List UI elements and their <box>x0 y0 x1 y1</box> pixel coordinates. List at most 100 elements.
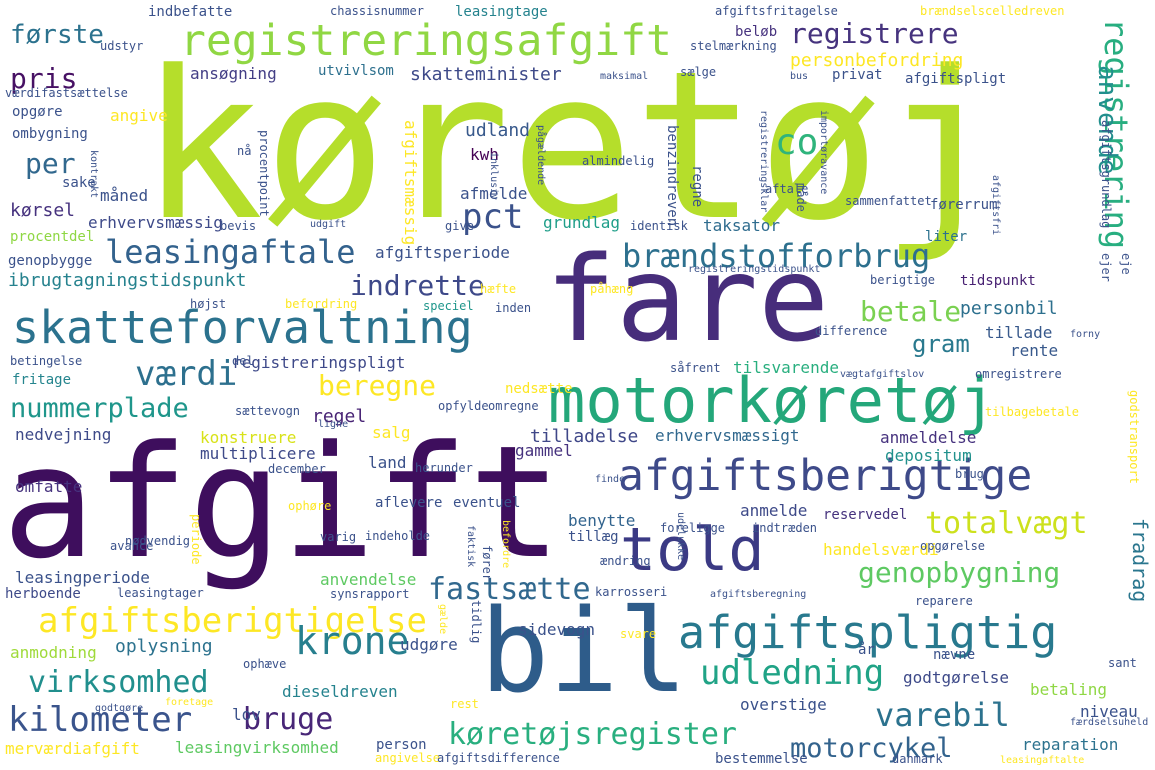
cloud-word: tilsvarende <box>733 358 839 377</box>
cloud-word: difference <box>815 324 888 338</box>
cloud-word: aflevere <box>375 495 443 511</box>
cloud-word: motorcykel <box>790 733 953 764</box>
cloud-word: fradrag <box>1128 518 1152 603</box>
cloud-word: danmark <box>892 752 943 766</box>
cloud-word: tidspunkt <box>960 273 1036 289</box>
cloud-word: afgiftsberigtigelse <box>38 601 427 641</box>
cloud-word: højst <box>190 297 227 311</box>
cloud-word: befordring <box>285 297 358 311</box>
cloud-word: udgøre <box>400 635 458 654</box>
cloud-word: leasingtage <box>455 4 548 20</box>
cloud-word: registreringstidspunkt <box>688 264 821 275</box>
cloud-word: godtgørelse <box>903 668 1009 687</box>
cloud-word: udelukke <box>675 512 686 561</box>
cloud-word: eventuel <box>453 495 521 511</box>
cloud-word: periode <box>189 514 203 565</box>
cloud-word: december <box>268 462 326 476</box>
cloud-word: gammel <box>515 441 573 460</box>
cloud-word: identisk <box>630 219 688 233</box>
cloud-word: ophæve <box>243 657 287 671</box>
cloud-word: afgiftsfri <box>990 175 1001 236</box>
cloud-word: land <box>368 453 407 472</box>
cloud-word: pågældende <box>535 125 546 186</box>
cloud-word: give <box>445 219 474 233</box>
cloud-word: opfylde <box>438 399 489 413</box>
cloud-word: tilladelse <box>530 426 639 447</box>
cloud-word: konstruere <box>200 428 297 447</box>
cloud-word: indeholde <box>365 529 431 543</box>
cloud-word: indrette <box>350 269 485 302</box>
cloud-word: ophøre <box>288 499 332 513</box>
cloud-word: salg <box>372 423 411 442</box>
cloud-word: chassisnummer <box>330 4 424 18</box>
cloud-word: niveau <box>1080 702 1138 721</box>
cloud-word: nedvejning <box>15 425 112 444</box>
cloud-word: tilbagebetale <box>985 405 1079 419</box>
cloud-word: udledning <box>700 653 885 693</box>
cloud-word: køretøj <box>140 28 1004 266</box>
cloud-word: per <box>25 147 76 180</box>
cloud-word: registreringsafgift <box>180 16 672 66</box>
cloud-word: ombygning <box>12 126 88 142</box>
cloud-word: leasingperiode <box>15 568 150 587</box>
cloud-word: lov <box>232 705 261 724</box>
cloud-word: afgiftsperiode <box>375 243 510 262</box>
cloud-word: foreligge <box>660 521 726 535</box>
cloud-word: ligne <box>318 419 349 430</box>
cloud-word: eje <box>1119 253 1133 275</box>
cloud-word: totalvægt <box>925 506 1088 541</box>
cloud-word: værdi <box>135 354 238 394</box>
cloud-word: afgiftsberegning <box>710 589 807 600</box>
cloud-word: angive <box>110 106 168 125</box>
cloud-word: afgiftspligt <box>905 71 1007 87</box>
cloud-word: pris <box>10 62 78 95</box>
cloud-word: opgøre <box>12 104 63 120</box>
cloud-word: første <box>10 20 104 50</box>
cloud-word: betale <box>860 295 962 328</box>
cloud-word: køretøjsregister <box>448 717 737 752</box>
cloud-word: speciel <box>423 299 474 313</box>
cloud-word: overstige <box>740 695 827 714</box>
cloud-word: reparere <box>915 594 973 608</box>
cloud-word: utvivlsom <box>318 63 394 79</box>
cloud-word: handelsværdi <box>823 540 939 559</box>
cloud-word: afgift <box>2 412 562 593</box>
cloud-word: beregne <box>318 369 437 402</box>
cloud-word: rente <box>1010 341 1059 360</box>
cloud-word: leasingtager <box>117 586 204 600</box>
cloud-word: benzindreven <box>664 125 680 227</box>
cloud-word: omfatte <box>15 477 83 496</box>
cloud-word: anmelde <box>740 501 808 520</box>
cloud-word: brændselscelledreven <box>920 4 1065 18</box>
cloud-word: nødvendig <box>125 534 191 548</box>
cloud-word: bruge <box>243 702 334 737</box>
cloud-word: måned <box>100 186 149 205</box>
cloud-word: sælge <box>680 65 717 79</box>
cloud-word: grundlag <box>543 213 621 232</box>
cloud-word: taksator <box>703 216 781 235</box>
cloud-word: anvendelse <box>320 570 417 589</box>
cloud-word: sake <box>62 175 96 191</box>
cloud-word: liter <box>925 229 968 245</box>
cloud-word: krone <box>295 619 410 663</box>
cloud-word: nævne <box>933 647 976 663</box>
cloud-word: befordre <box>500 520 511 569</box>
cloud-word: indtræden <box>752 521 818 535</box>
cloud-word: brug <box>955 467 984 481</box>
cloud-word: herboende <box>5 586 81 602</box>
cloud-word: udgift <box>310 219 347 230</box>
cloud-word: benytte <box>568 511 636 530</box>
cloud-word: omregistrere <box>975 367 1062 381</box>
cloud-word: erhvervsmæssig <box>88 213 223 232</box>
cloud-word: ændring <box>600 554 651 568</box>
cloud-word: betaling <box>1030 680 1108 699</box>
cloud-word: fare <box>545 230 830 368</box>
cloud-word: personbil <box>960 298 1058 319</box>
cloud-word: leasingvirksomhed <box>175 738 339 757</box>
cloud-word: afgiftspligtig <box>678 606 1058 659</box>
cloud-word: registreringspligt <box>232 353 406 372</box>
cloud-word: beløb <box>735 24 778 40</box>
cloud-word: påhæng <box>590 282 634 296</box>
cloud-word: procentdel <box>10 229 95 245</box>
